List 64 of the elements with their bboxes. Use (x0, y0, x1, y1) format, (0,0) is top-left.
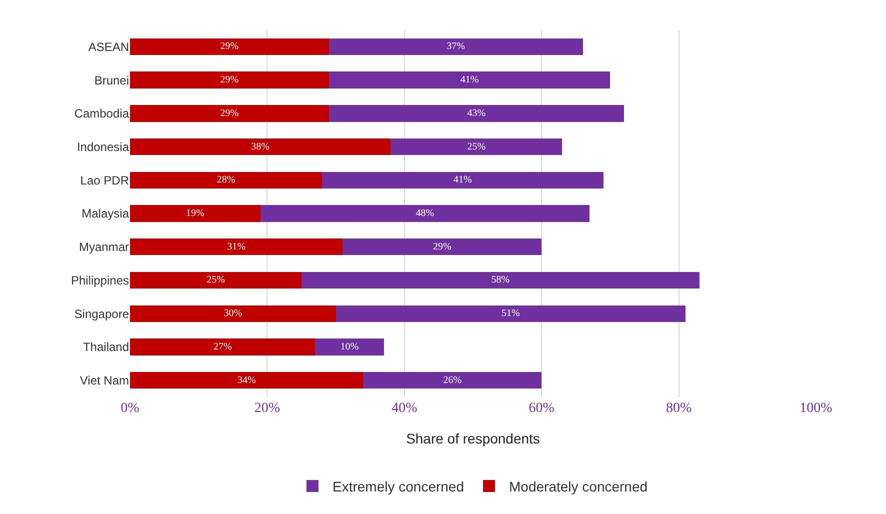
y-tick-label: Lao PDR (80, 173, 130, 188)
data-label: 41% (460, 74, 479, 86)
data-label: 29% (220, 74, 239, 86)
y-tick-label: Singapore (74, 306, 130, 321)
data-label: 25% (467, 141, 486, 152)
data-label: 29% (220, 108, 239, 119)
bar (322, 172, 604, 188)
bar (130, 105, 329, 122)
bar (130, 72, 329, 88)
bar (336, 305, 686, 322)
data-label: 26% (443, 374, 462, 386)
data-label: 43% (467, 108, 486, 119)
x-tick-label: 40% (392, 401, 418, 416)
y-tick-label: ASEAN (88, 40, 129, 54)
bar (130, 205, 260, 222)
x-tick-label: 20% (254, 401, 280, 416)
data-label: 41% (454, 174, 472, 186)
bar (328, 38, 583, 56)
x-tick-label: 60% (528, 401, 555, 416)
bar (260, 205, 590, 222)
y-tick-label: Malaysia (82, 206, 130, 221)
data-label: 31% (227, 241, 246, 252)
data-label: 51% (502, 308, 520, 320)
data-label: 58% (491, 274, 510, 286)
legend-label: Moderately concerned (509, 478, 648, 494)
bar (363, 372, 542, 389)
x-axis-title: Share of respondents (406, 430, 540, 446)
data-label: 37% (446, 41, 466, 52)
data-label: 25% (206, 274, 225, 286)
data-label: 30% (224, 308, 242, 320)
bar (130, 138, 391, 156)
data-label: 10% (340, 341, 359, 352)
y-tick-label: Cambodia (74, 106, 130, 121)
data-label: 29% (432, 241, 452, 252)
bar (130, 238, 343, 256)
x-tick-label: 80% (666, 401, 692, 416)
data-label: 29% (220, 41, 239, 52)
bar (130, 305, 336, 322)
data-label: 27% (213, 341, 232, 352)
legend-label: Extremely concerned (332, 478, 464, 494)
y-tick-label: Philippines (70, 273, 129, 288)
x-tick-label: 0% (120, 401, 140, 416)
bar (130, 372, 364, 389)
data-label: 48% (416, 208, 434, 219)
y-tick-label: Brunei (94, 73, 129, 88)
data-label: 38% (251, 141, 270, 152)
bar (328, 72, 610, 88)
bar (302, 272, 700, 289)
bar (130, 38, 329, 56)
data-label: 28% (216, 174, 236, 186)
x-tick-label: 100% (800, 401, 833, 416)
y-tick-label: Thailand (82, 340, 129, 354)
bar (130, 172, 322, 188)
y-tick-label: Myanmar (78, 240, 129, 254)
y-tick-label: Viet Nam (80, 374, 129, 388)
data-label: 19% (186, 208, 204, 219)
bar (328, 105, 624, 122)
data-label: 34% (237, 374, 256, 386)
bar (130, 338, 316, 356)
bar (130, 272, 302, 289)
bar (342, 238, 542, 256)
y-tick-label: Indonesia (76, 140, 130, 154)
bar (390, 138, 562, 156)
bar (315, 338, 384, 356)
